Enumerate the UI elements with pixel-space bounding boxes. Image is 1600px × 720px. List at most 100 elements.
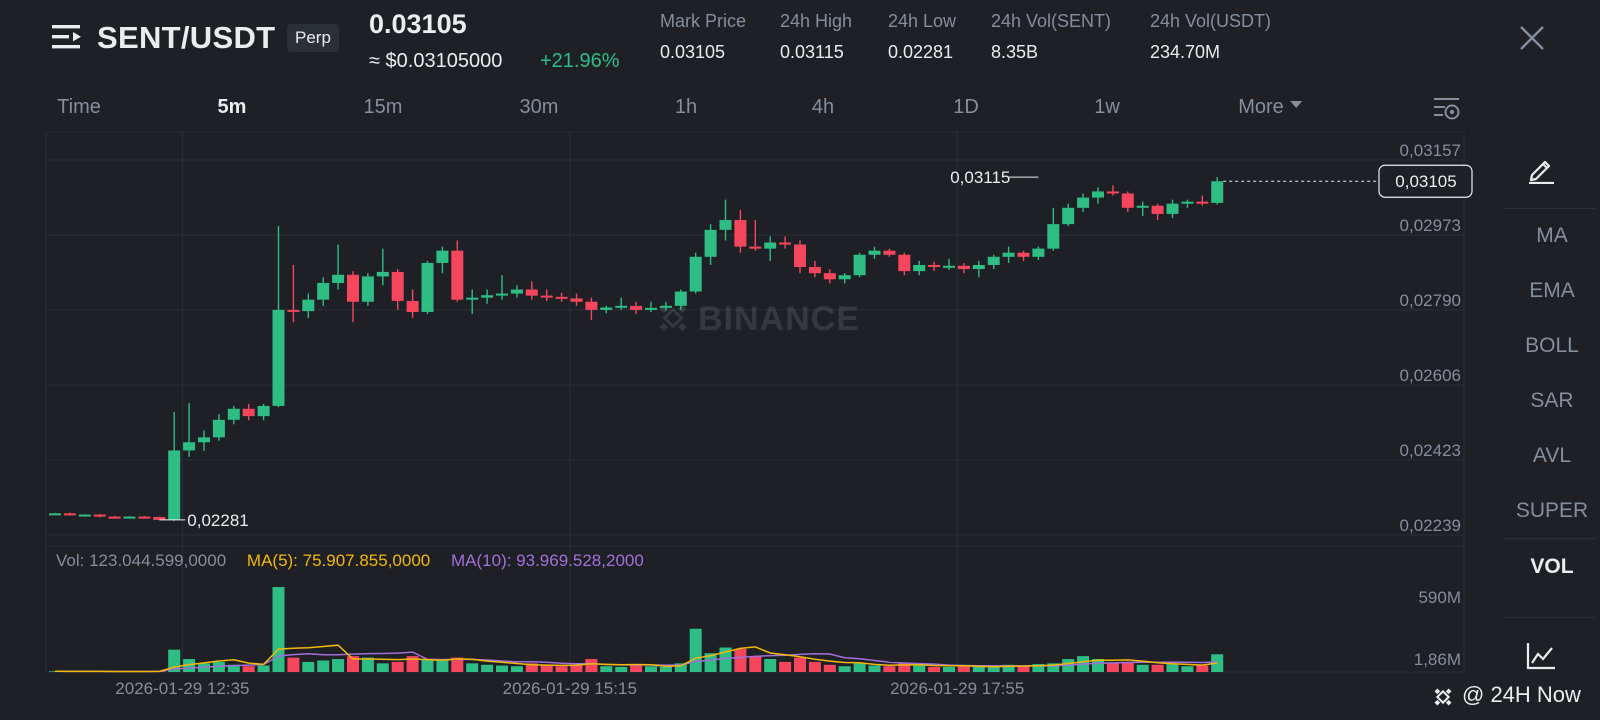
- volume-bar: [257, 665, 270, 672]
- ticker-header: SENT/USDT Perp 0.03105 ≈ $0.03105000 +21…: [0, 0, 1600, 84]
- candle-body: [540, 295, 553, 298]
- stat-24h-vol-sent: 24h Vol(SENT) 8.35B: [991, 11, 1111, 63]
- stat-mark-price: Mark Price 0.03105: [660, 11, 746, 63]
- volume-bar: [957, 666, 970, 672]
- stat-label: 24h Vol(SENT): [991, 11, 1112, 31]
- tab-15m[interactable]: 15m: [363, 96, 403, 118]
- candle-body: [719, 220, 732, 230]
- candle-body: [1196, 201, 1209, 204]
- candle-body: [287, 309, 300, 312]
- volume-bar: [943, 666, 955, 672]
- tab-time[interactable]: Time: [57, 96, 101, 118]
- volume-bar: [1181, 666, 1194, 672]
- candle-body: [1062, 207, 1075, 225]
- line-chart-icon[interactable]: [1526, 642, 1556, 670]
- candle-body: [49, 513, 61, 516]
- price-tick-label: 0,02790: [1400, 291, 1461, 310]
- volume-bar: [242, 666, 255, 672]
- volume-bar: [1002, 664, 1015, 672]
- volume-bar: [808, 661, 821, 672]
- tab-30m[interactable]: 30m: [519, 96, 559, 118]
- indicator-ema[interactable]: EMA: [1529, 279, 1575, 302]
- volume-bar: [540, 665, 553, 672]
- usd-price: ≈ $0.03105000: [369, 50, 503, 72]
- candle-body: [302, 299, 315, 312]
- candlestick-chart[interactable]: BINANCE 0,03157 0,02973 0,02790 0,02606 0,02…: [0, 0, 1500, 720]
- low-marker-label: 0,02281: [187, 511, 248, 530]
- candle-body: [794, 244, 806, 268]
- menu-icon[interactable]: [52, 24, 82, 50]
- volume-bar: [1196, 665, 1209, 672]
- volume-bar: [928, 666, 941, 672]
- candle-body: [1166, 203, 1179, 214]
- candle-body: [510, 289, 523, 294]
- candle-body: [898, 254, 911, 272]
- candle-body: [1151, 205, 1164, 214]
- volume-bar: [287, 657, 300, 672]
- ma5-line: [54, 644, 1218, 673]
- volume-bar: [570, 664, 583, 672]
- stat-label: Mark Price: [660, 11, 747, 31]
- candle-body: [242, 408, 255, 417]
- volume-bar: [436, 660, 449, 672]
- candle-body: [168, 450, 181, 520]
- tab-more[interactable]: More: [1238, 96, 1302, 119]
- candle-body: [183, 442, 196, 451]
- pencil-icon[interactable]: [1526, 154, 1556, 184]
- volume-bar: [510, 666, 523, 672]
- volume-bar: [1166, 664, 1179, 672]
- tab-4h[interactable]: 4h: [811, 96, 835, 118]
- tab-5m[interactable]: 5m: [217, 96, 247, 118]
- candle-body: [883, 250, 896, 255]
- candle-body: [525, 289, 538, 296]
- watermark-text: BINANCE: [698, 300, 860, 338]
- price-tick-label: 0,03157: [1400, 141, 1461, 160]
- pair-name[interactable]: SENT/USDT: [97, 20, 276, 55]
- indicator-boll[interactable]: BOLL: [1525, 334, 1579, 357]
- tab-1d[interactable]: 1D: [953, 96, 979, 118]
- candle-body: [153, 517, 166, 520]
- volume-tick-label: 1,86M: [1414, 650, 1461, 669]
- candle-body: [808, 267, 821, 274]
- volume-bar: [659, 666, 672, 672]
- volume-bar: [689, 628, 702, 672]
- volume-bar: [645, 666, 657, 672]
- indicator-sar[interactable]: SAR: [1530, 389, 1574, 412]
- current-price-label: 0,03105: [1395, 172, 1456, 191]
- volume-bar: [883, 666, 896, 672]
- candle-body: [555, 296, 568, 299]
- candle-body: [570, 298, 583, 302]
- indicator-ma[interactable]: MA: [1536, 224, 1568, 247]
- candle-body: [108, 516, 121, 519]
- volume-bar: [317, 660, 330, 672]
- indicator-super[interactable]: SUPER: [1515, 499, 1589, 522]
- chart-settings-icon[interactable]: [1433, 96, 1461, 122]
- candle-body: [838, 275, 851, 280]
- candle-body: [928, 264, 941, 268]
- candle-body: [198, 437, 210, 443]
- candle-body: [1211, 181, 1224, 203]
- time-tick-label: 2026-01-29 15:15: [503, 679, 637, 698]
- indicator-avl[interactable]: AVL: [1532, 444, 1572, 467]
- candle-body: [1106, 191, 1119, 194]
- stat-value: 8.35B: [991, 42, 1039, 62]
- indicator-vol[interactable]: VOL: [1530, 555, 1574, 578]
- price-tick-label: 0,02423: [1400, 441, 1461, 460]
- volume-bar: [898, 663, 911, 672]
- time-tick-label: 2026-01-29 17:55: [890, 679, 1024, 698]
- candle-body: [421, 262, 434, 312]
- candle-body: [972, 264, 985, 270]
- indicator-divider: [1504, 208, 1596, 209]
- stat-24h-low: 24h Low 0.02281: [888, 11, 956, 63]
- candle-body: [764, 242, 777, 249]
- candle-body: [1181, 201, 1194, 204]
- candle-body: [987, 256, 1000, 265]
- ma5-value: MA(5): 75.907.855,0000: [246, 551, 431, 570]
- tab-1w[interactable]: 1w: [1094, 96, 1120, 118]
- tab-1h[interactable]: 1h: [674, 96, 698, 118]
- volume-legend: Vol: 123.044.599,0000 MA(5): 75.907.855,…: [56, 551, 660, 571]
- close-icon[interactable]: [1518, 24, 1546, 52]
- volume-bar: [779, 661, 792, 672]
- candle-body: [123, 516, 136, 519]
- time-tick-label: 2026-01-29 12:35: [115, 679, 249, 698]
